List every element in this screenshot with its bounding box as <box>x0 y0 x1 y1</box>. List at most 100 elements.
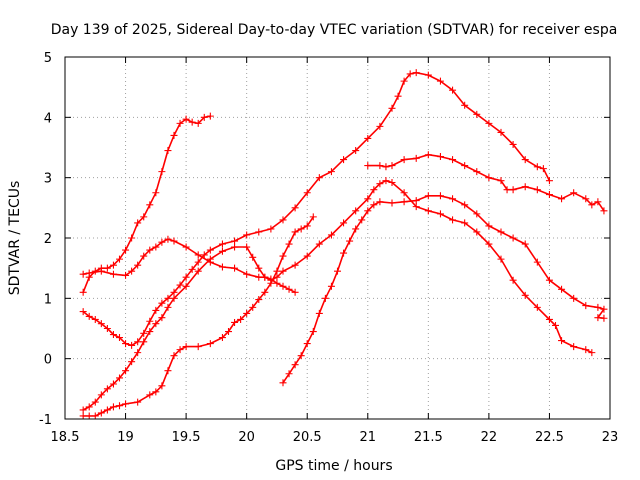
data-point <box>79 406 87 414</box>
data-point <box>521 183 529 191</box>
data-point <box>158 382 166 390</box>
data-point <box>255 264 263 272</box>
data-series <box>79 69 608 420</box>
data-point <box>497 128 505 136</box>
data-point <box>327 282 335 290</box>
data-point <box>291 261 299 269</box>
data-point <box>218 247 226 255</box>
data-point <box>461 101 469 109</box>
data-point <box>424 192 432 200</box>
data-point <box>176 119 184 127</box>
data-point <box>279 379 287 387</box>
data-point <box>473 110 481 118</box>
data-point <box>503 186 511 194</box>
data-point <box>473 228 481 236</box>
data-point <box>449 216 457 224</box>
y-tick-labels: -1 0 1 2 3 4 5 <box>39 51 52 428</box>
y-tick-label: 4 <box>44 111 52 126</box>
data-point <box>461 162 469 170</box>
data-point <box>570 294 578 302</box>
data-point <box>285 370 293 378</box>
data-point <box>267 279 275 287</box>
data-point <box>170 131 178 139</box>
x-tick-label: 23 <box>602 430 619 445</box>
data-point <box>158 314 166 322</box>
data-point <box>85 412 93 420</box>
data-point <box>109 403 117 411</box>
data-point <box>376 122 384 130</box>
data-point <box>91 315 99 323</box>
data-point <box>594 314 602 322</box>
data-point <box>146 246 154 254</box>
data-point <box>400 156 408 164</box>
x-tick-label: 22.5 <box>535 430 564 445</box>
data-point <box>279 267 287 275</box>
series-line <box>82 115 212 294</box>
data-point <box>558 195 566 203</box>
data-point <box>533 258 541 266</box>
data-point <box>552 321 559 329</box>
data-point <box>267 225 275 233</box>
data-point <box>128 358 136 366</box>
data-point <box>412 197 420 205</box>
data-point <box>85 269 93 277</box>
data-point <box>134 261 142 269</box>
chart-title: Day 139 of 2025, Sidereal Day-to-day VTE… <box>51 22 618 38</box>
series-line <box>82 71 551 347</box>
y-tick-label: -1 <box>39 413 52 428</box>
data-point <box>103 325 111 332</box>
data-point <box>255 273 263 281</box>
data-point <box>449 195 457 203</box>
series-c <box>79 69 553 349</box>
data-point <box>152 306 160 314</box>
data-point <box>140 252 148 260</box>
data-point <box>170 288 178 296</box>
data-point <box>545 177 553 185</box>
data-point <box>436 153 444 161</box>
data-point <box>134 338 142 346</box>
data-point <box>97 320 105 328</box>
data-point <box>146 391 154 399</box>
data-point <box>521 291 529 299</box>
data-point <box>449 156 457 164</box>
data-point <box>303 189 311 197</box>
data-point <box>406 70 414 78</box>
data-point <box>424 71 432 79</box>
data-point <box>140 338 148 346</box>
data-point <box>394 92 402 100</box>
data-point <box>533 303 541 311</box>
data-point <box>146 317 154 325</box>
data-point <box>273 279 281 287</box>
data-point <box>376 198 384 206</box>
data-point <box>134 349 142 357</box>
data-point <box>364 162 372 170</box>
data-point <box>206 246 214 254</box>
x-tick-label: 18.5 <box>51 430 80 445</box>
data-point <box>600 305 608 313</box>
data-point <box>539 165 547 173</box>
data-point <box>309 213 317 221</box>
series-f <box>279 192 608 387</box>
data-point <box>388 104 396 112</box>
data-point <box>424 151 432 159</box>
data-point <box>370 201 378 209</box>
data-point <box>206 112 214 120</box>
data-point <box>558 285 566 293</box>
data-point <box>352 147 360 155</box>
data-point <box>255 228 263 236</box>
data-point <box>91 412 99 420</box>
data-point <box>297 225 305 233</box>
data-point <box>152 189 160 197</box>
data-point <box>261 273 269 281</box>
data-point <box>231 237 239 245</box>
data-point <box>412 203 420 211</box>
data-point <box>412 154 420 162</box>
data-point <box>321 294 329 302</box>
data-point <box>303 222 311 230</box>
x-tick-label: 21.5 <box>414 430 443 445</box>
data-point <box>315 240 323 248</box>
data-point <box>116 374 123 382</box>
data-point <box>79 412 87 420</box>
data-point <box>194 119 202 127</box>
data-point <box>309 328 317 336</box>
